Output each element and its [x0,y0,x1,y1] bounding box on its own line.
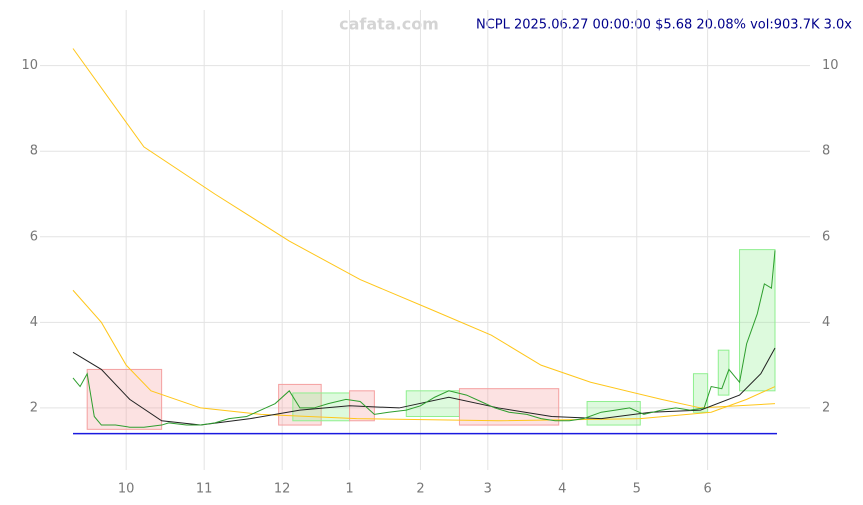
x-tick-label: 10 [118,482,135,497]
y-tick-label: 6 [30,229,38,244]
chart-title: NCPL 2025.06.27 00:00:00 $5.68 20.08% vo… [476,18,852,33]
x-tick-label: 3 [484,482,492,497]
price-zone [739,249,776,392]
x-tick-label: 2 [416,482,424,497]
y-tick-label: 4 [30,315,38,330]
x-tick-label: 12 [274,482,291,497]
y-tick-label: 8 [30,144,38,159]
price-zone [586,401,641,426]
price-zone [278,383,322,426]
y-tick-label-right: 2 [822,400,830,415]
price-zone [86,368,163,430]
x-tick-label: 6 [703,482,711,497]
series-line [72,347,776,426]
price-zone [717,349,730,396]
y-tick-label-right: 8 [822,144,830,159]
x-tick-label: 1 [345,482,353,497]
watermark: cafata.com [339,15,439,34]
y-tick-label: 2 [30,400,38,415]
series-line [72,48,776,409]
y-tick-label-right: 6 [822,229,830,244]
price-zone [405,390,460,417]
x-tick-label: 11 [196,482,213,497]
series-line [72,250,776,428]
series-line [72,289,776,422]
x-tick-label: 5 [633,482,641,497]
y-tick-label-right: 10 [822,58,839,73]
x-tick-label: 4 [558,482,566,497]
price-zone [692,373,709,413]
price-zone [458,388,560,426]
y-tick-label-right: 4 [822,315,830,330]
y-tick-label: 10 [21,58,38,73]
